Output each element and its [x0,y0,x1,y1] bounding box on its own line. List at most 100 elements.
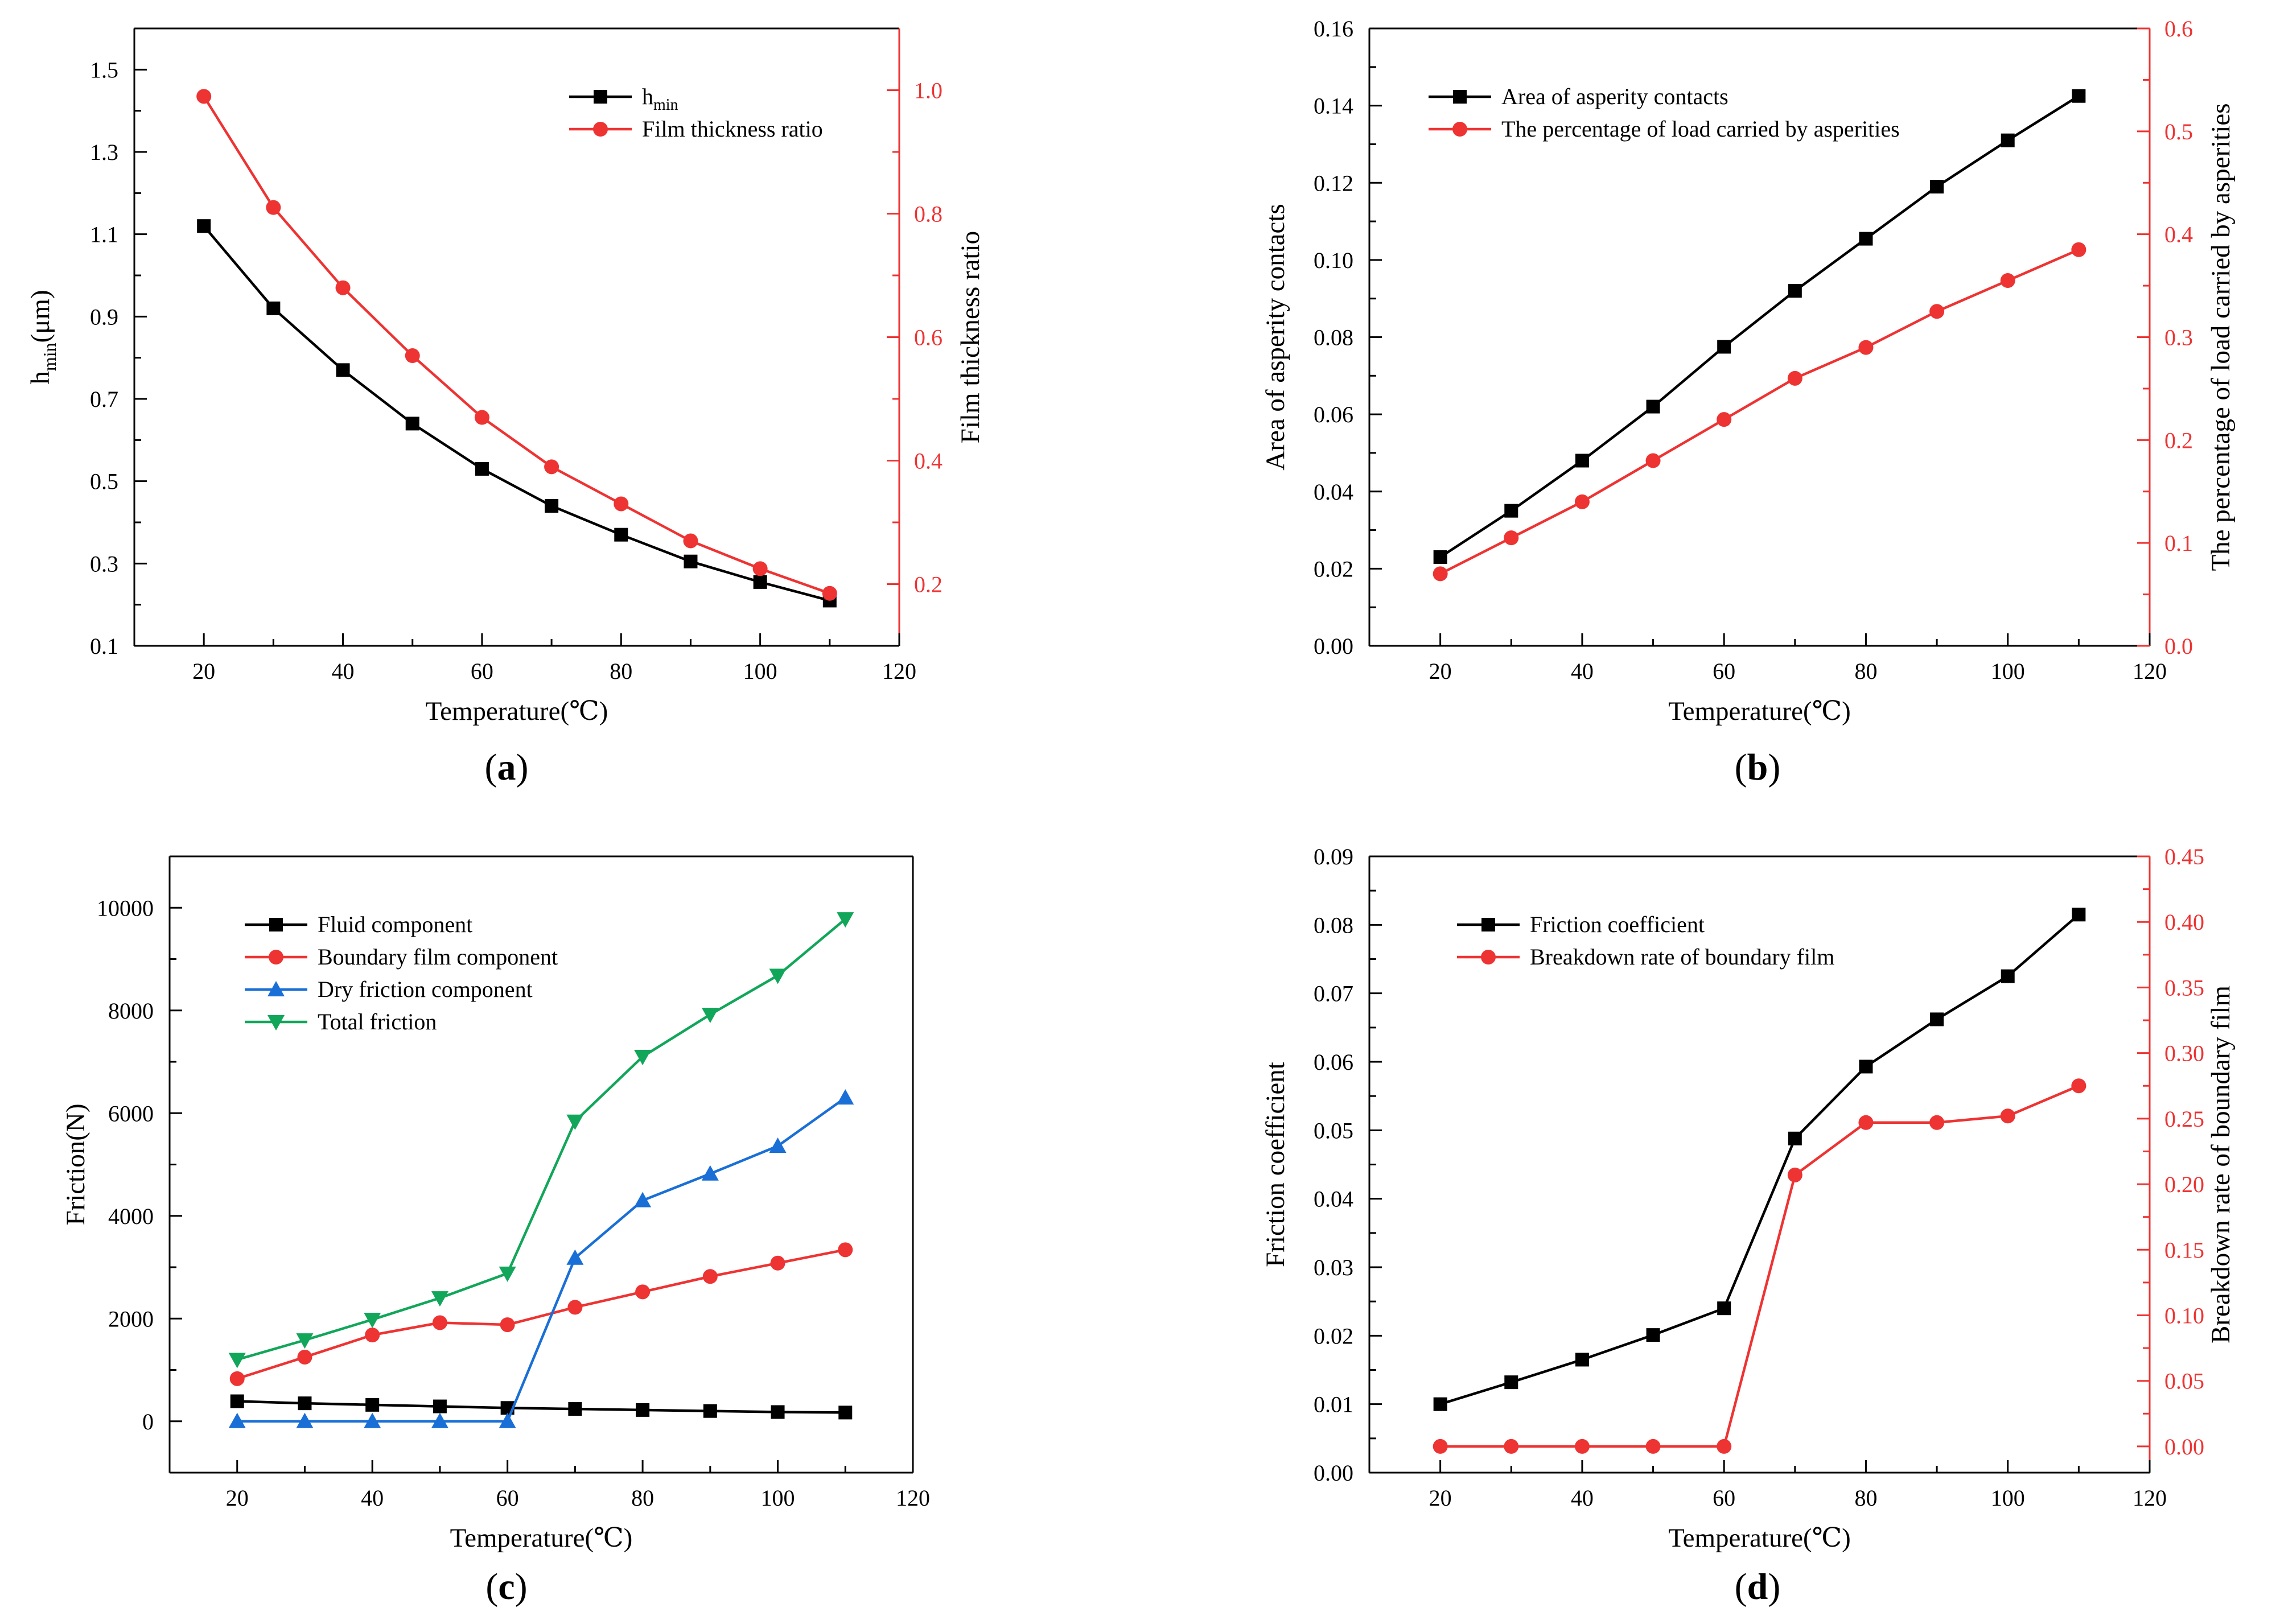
data-point [1433,566,1448,582]
y2-tick-label: 0.8 [914,201,943,227]
data-point [701,1165,719,1181]
data-point [298,1396,312,1411]
x-tick-label: 60 [1713,658,1735,684]
y-tick-label: 0.00 [1314,1460,1353,1486]
data-point [499,1412,516,1428]
y2-tick-label: 0.05 [2164,1369,2204,1394]
data-point [1717,1438,1732,1454]
data-point [405,417,419,431]
data-point [770,1255,785,1271]
y-tick-label: 8000 [108,998,154,1024]
legend-label-main: Film thickness ratio [642,116,823,142]
x-tick-label: 20 [192,658,215,684]
series-line [237,1097,846,1423]
x-axis-title: Temperature(℃) [426,696,608,726]
legend-label: Fluid component [318,912,472,937]
data-point [431,1291,448,1307]
x-tick-label: 40 [1571,1485,1594,1511]
data-point [1646,1328,1660,1342]
y-tick-label: 6000 [108,1100,154,1126]
x-tick-label: 60 [471,658,493,684]
panel-label-letter: a [497,747,516,788]
data-point [636,1403,650,1417]
data-point [684,554,698,568]
data-point [1787,370,1802,386]
panel-label-open: ( [485,747,497,788]
data-point [1504,504,1518,518]
data-point [1433,550,1447,564]
legend-marker [1481,950,1496,964]
data-point [1929,304,1945,319]
y-tick-label: 0.1 [90,633,118,659]
data-point [822,586,837,601]
y-tick-label: 0.04 [1314,1186,1353,1212]
data-point [1929,1115,1945,1130]
x-tick-label: 120 [882,658,916,684]
legend-label-main: The percentage of load carried by asperi… [1501,116,1900,142]
x-tick-label: 80 [631,1485,654,1511]
legend-marker [594,90,607,104]
y-tick-label: 4000 [108,1203,154,1229]
y2-tick-label: 0.5 [2164,119,2193,145]
panel-label: (b) [1735,747,1781,788]
legend-label-main: Friction coefficient [1530,912,1705,937]
legend-label: Breakdown rate of boundary film [1530,944,1834,970]
data-point [499,1266,516,1282]
data-point [2072,908,2086,922]
series-line [237,918,846,1361]
series-1 [1433,89,2086,564]
series-line [1440,1085,2080,1448]
y-tick-label: 1.1 [90,222,118,248]
y-tick-label: 0.06 [1314,402,1353,427]
x-axis-title: Temperature(℃) [450,1523,633,1553]
y-tick-label: 0.06 [1314,1049,1353,1075]
y-tick-label: 0.01 [1314,1392,1353,1417]
x-tick-label: 40 [332,658,355,684]
y2-tick-label: 0.35 [2164,975,2204,1000]
legend-label-main: Breakdown rate of boundary film [1530,944,1834,970]
data-point [433,1399,447,1413]
panel-label: (d) [1735,1566,1781,1607]
y-tick-label: 1.3 [90,139,118,165]
series-line [1439,94,2080,558]
y-tick-label: 0.07 [1314,981,1353,1007]
x-tick-label: 100 [761,1485,795,1511]
data-point [266,301,281,315]
data-point [432,1315,447,1330]
x-axis-title: Temperature(℃) [1668,1523,1851,1553]
y2-tick-label: 0.6 [2164,16,2193,42]
legend-label: Boundary film component [318,944,558,970]
data-point [635,1284,651,1300]
data-point [1433,1397,1447,1411]
series-1 [1433,908,2086,1411]
data-point [1717,340,1731,354]
data-point [431,1412,448,1428]
y-tick-label: 0.04 [1314,479,1353,505]
data-point [1645,1438,1661,1454]
chart-panel-a: 20 40 60 80 100 120 0.1 0.3 0.5 0.7 0.9 1.1 1.3 1.5 0.… [26,27,985,788]
y2-tick-label: 0.4 [914,448,943,474]
x-tick-label: 80 [1854,658,1877,684]
legend: Friction coefficient Breakdown rate of bo… [1457,912,1834,970]
y-axis-title-sub: min [39,343,60,371]
x-axis-title: Temperature(℃) [1668,696,1851,726]
chart-panel-d: 20 40 60 80 100 120 0.00 0.01 0.02 0.03 0.04 0.05 0.… [1261,844,2236,1607]
y-tick-label: 0.14 [1314,93,1353,119]
data-point [1574,1438,1590,1454]
data-point [197,219,211,233]
series-2 [1433,242,2086,582]
data-point [296,1412,314,1428]
y-axis-title-suffix: (μm) [26,290,55,343]
data-point [752,561,768,576]
x-tick-label: 80 [610,658,632,684]
x-tick-label: 80 [1854,1485,1877,1511]
y2-tick-label: 0.40 [2164,909,2204,935]
data-point [1504,1375,1518,1390]
legend-marker [269,918,283,931]
legend-label-main: Total friction [318,1009,437,1034]
series-line [1439,913,2080,1405]
legend-label: hmin [642,84,678,114]
legend-label-main: h [642,84,653,109]
panel-label: (a) [485,747,529,788]
